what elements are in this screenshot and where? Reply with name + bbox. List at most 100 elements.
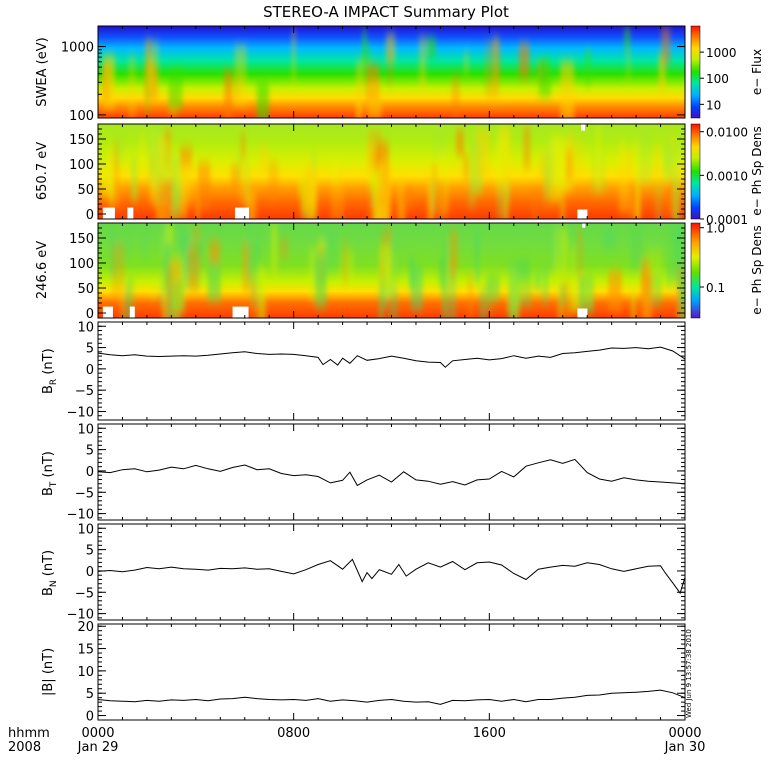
spectrogram-streak xyxy=(146,37,151,71)
spectrogram-streak xyxy=(668,178,673,202)
y-tick-label: 0 xyxy=(86,363,94,378)
y-tick-label: 150 xyxy=(69,232,94,247)
time-axis-header: hhmm xyxy=(8,726,50,741)
y-tick-label: 0 xyxy=(86,565,94,580)
time-axis-year: 2008 xyxy=(8,740,41,755)
spectrogram-streak xyxy=(147,57,153,88)
spectrogram-streak xyxy=(646,249,662,278)
spectrogram-streak xyxy=(111,243,125,299)
data-gap xyxy=(581,124,586,131)
spectrogram-streak xyxy=(463,153,470,181)
pa650-colorbar-label: e− Ph Sp Dens xyxy=(750,126,764,215)
swea-colorbar xyxy=(690,25,701,119)
time-tick-date: Jan 30 xyxy=(664,740,706,755)
br-y-ticks: −10 −5 0 5 10 xyxy=(67,320,685,421)
spectrogram-streak xyxy=(582,284,594,305)
spectrogram-streak xyxy=(207,258,221,302)
pa650-colorbar xyxy=(690,123,701,220)
spectrogram-streak xyxy=(410,266,423,311)
spectrogram-streak xyxy=(367,83,382,118)
data-gap xyxy=(582,223,586,228)
spectrogram-streak xyxy=(331,163,338,183)
spectrogram-streak xyxy=(555,137,568,191)
spectrogram-streak xyxy=(244,155,250,206)
spectrogram-streak xyxy=(670,132,676,152)
y-tick-label: −5 xyxy=(75,384,94,399)
spectrogram-streak xyxy=(378,283,383,318)
spectrogram-streak xyxy=(630,285,637,318)
spectrogram-streak xyxy=(242,242,251,293)
spectrogram-streak xyxy=(635,171,640,219)
y-tick-label: 150 xyxy=(69,133,94,148)
spectrogram-streak xyxy=(629,181,642,219)
spectrogram-streak xyxy=(658,54,666,96)
spectrogram-streak xyxy=(113,142,120,207)
y-tick-label: 1000 xyxy=(61,41,94,56)
spectrogram-streak xyxy=(608,270,622,312)
y-tick-label: 0 xyxy=(86,307,94,322)
data-gap xyxy=(127,207,134,219)
spectrogram-streak xyxy=(626,52,631,81)
panel-swea: 100 1000 SWEA (eV) 10 100 1000 e− Flux xyxy=(35,25,764,124)
y-tick-label: −5 xyxy=(75,586,94,601)
swea-colorbar-label: e− Flux xyxy=(750,49,764,95)
spectrogram-streak xyxy=(438,181,446,219)
y-tick-label: 100 xyxy=(69,109,94,124)
pa650-spectrogram xyxy=(98,124,685,219)
bt-series-line xyxy=(97,458,686,487)
bt-ylabel: BT (nT) xyxy=(41,451,59,496)
time-tick-label: 0800 xyxy=(277,726,310,741)
y-tick-label: 15 xyxy=(77,643,94,658)
spectrogram-streak xyxy=(146,60,150,118)
y-tick-label: 10 xyxy=(77,320,94,335)
time-tick-label: 0000 xyxy=(668,726,701,741)
y-tick-label: 0 xyxy=(86,208,94,223)
spectrogram-streak xyxy=(102,55,116,108)
spectrogram-streak xyxy=(468,143,476,208)
panel-bn: −10 −5 0 5 10 BN (nT) xyxy=(41,522,686,623)
spectrogram-streak xyxy=(426,37,436,59)
spectrogram-streak xyxy=(542,150,547,183)
plot-title: STEREO-A IMPACT Summary Plot xyxy=(263,3,509,21)
pa650-colorbar-ticks: 0.0001 0.0010 0.0100 xyxy=(700,126,748,227)
data-gap xyxy=(577,308,588,318)
spectrogram-streak xyxy=(655,182,662,219)
spectrogram-streak xyxy=(438,255,444,288)
spectrogram-streak xyxy=(161,274,168,318)
panel-pa-650: 0 50 100 150 650.7 eV 0.0001 0.0010 0.0100 e−… xyxy=(35,123,764,227)
pa246-colorbar-label: e− Ph Sp Dens xyxy=(750,225,764,314)
spectrogram-streak xyxy=(661,28,671,65)
spectrogram-streak xyxy=(234,45,247,106)
pa246-colorbar xyxy=(690,222,701,319)
spectrogram-streak xyxy=(362,43,371,73)
spectrogram-streak xyxy=(667,223,681,282)
plot-timestamp: Wed Jun 9 13:57:38 2010 xyxy=(685,629,693,718)
spectrogram-streak xyxy=(475,129,490,179)
spectrogram-streak xyxy=(180,166,187,219)
y-tick-label: 0 xyxy=(86,465,94,480)
spectrogram-streak xyxy=(432,125,447,159)
spectrogram-streak xyxy=(550,136,561,202)
data-gap xyxy=(232,306,249,318)
pa246-data-gaps xyxy=(102,223,588,318)
spectrogram-streak xyxy=(495,38,501,82)
y-tick-label: −10 xyxy=(67,405,94,420)
spectrogram-streak xyxy=(356,88,361,118)
spectrogram-streak xyxy=(508,263,519,318)
spectrogram-streak xyxy=(555,225,560,255)
spectrogram-streak xyxy=(443,241,448,269)
spectrogram-streak xyxy=(655,144,659,179)
spectrogram-streak xyxy=(441,257,446,316)
y-tick-label: 5 xyxy=(86,544,94,559)
spectrogram-streak xyxy=(602,228,616,249)
bmag-frame xyxy=(97,623,686,721)
y-tick-label: 100 xyxy=(69,158,94,173)
spectrogram-streak xyxy=(577,227,583,284)
br-ylabel: BR (nT) xyxy=(41,348,59,394)
bn-ylabel: BN (nT) xyxy=(41,550,59,596)
spectrogram-streak xyxy=(142,235,148,257)
colorbar-tick-label: 0.1 xyxy=(706,281,725,295)
spectrogram-streak xyxy=(449,230,459,271)
